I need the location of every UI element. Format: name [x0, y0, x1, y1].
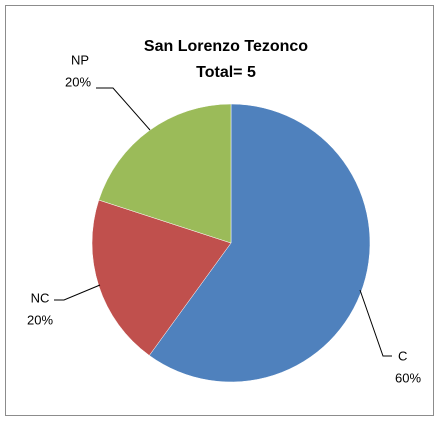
chart-subtitle: Total= 5 [196, 64, 256, 81]
slice-label: C [398, 348, 407, 363]
pie-slice [148, 103, 371, 383]
slice-value-label: 20% [65, 74, 91, 89]
slice-value-label: 60% [395, 370, 421, 385]
slice-label: NC [31, 290, 50, 305]
leader-line [54, 284, 101, 301]
chart-title: San Lorenzo Tezonco [144, 38, 308, 55]
leader-line [359, 289, 392, 357]
slice-value-label: 20% [27, 312, 53, 327]
leader-line [96, 87, 151, 131]
slice-label: NP [71, 52, 89, 67]
pie-slice [98, 103, 232, 244]
